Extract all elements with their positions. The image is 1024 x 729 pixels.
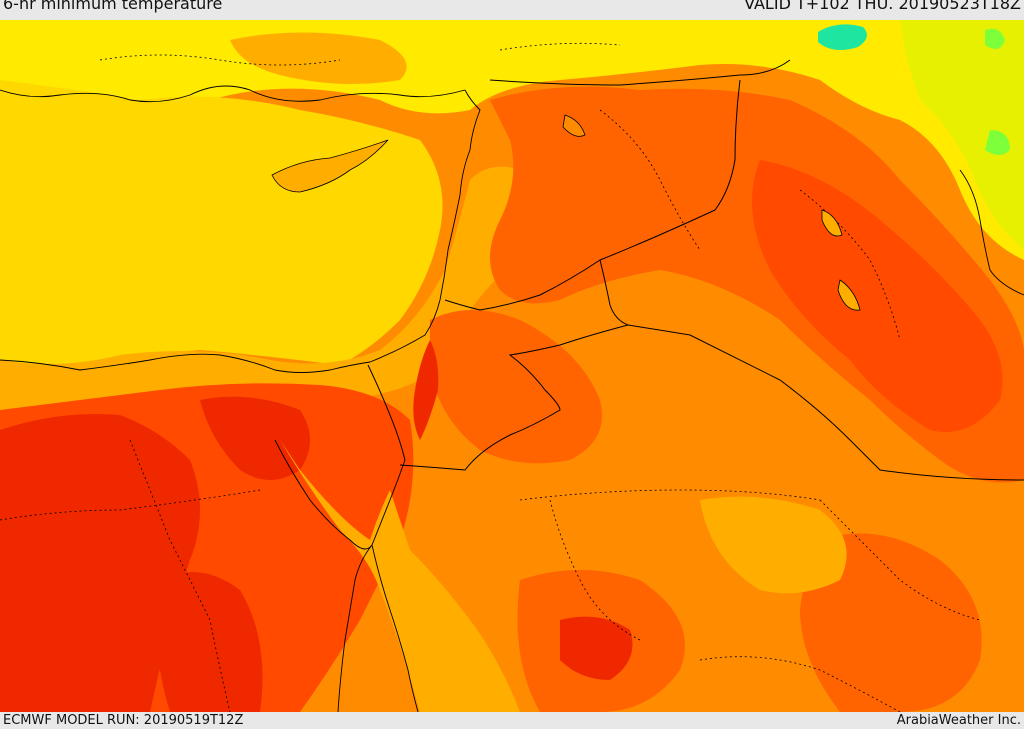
lake-razazah <box>837 279 861 311</box>
field-red-orange-saudi-2 <box>800 533 982 712</box>
valid-time: VALID T+102 THU. 20190523T18Z <box>744 0 1021 13</box>
title-bar: 6-hr minimum temperature VALID T+102 THU… <box>0 0 1024 20</box>
cyprus-outline <box>271 139 389 193</box>
field-green-patch <box>985 130 1010 155</box>
field-red-jordan-valley <box>413 340 439 440</box>
field-amber-redsea <box>280 440 520 712</box>
field-yellow-green-ne <box>900 20 1024 250</box>
field-amber-saudi <box>700 496 847 594</box>
field-amber-coast <box>0 166 547 410</box>
field-orange-dark-jordan <box>430 310 602 464</box>
field-yellow-sea <box>0 80 443 367</box>
province-borders <box>0 42 981 712</box>
field-yellow-north <box>0 20 1024 260</box>
country-borders <box>367 59 1024 481</box>
field-red-egypt-2 <box>200 396 310 480</box>
map-title: 6-hr minimum temperature <box>3 0 223 13</box>
field-amber-north <box>230 32 407 84</box>
field-red-orange-iraq <box>752 160 1003 432</box>
coastlines <box>0 85 1024 712</box>
lake-tharthar <box>821 209 843 237</box>
field-teal-patch <box>818 24 867 51</box>
model-run: ECMWF MODEL RUN: 20190519T12Z <box>3 713 244 728</box>
field-red-egypt-3 <box>156 572 263 712</box>
field-red-saudi <box>560 616 633 680</box>
field-red-egypt <box>0 414 200 712</box>
field-green-patch-2 <box>985 28 1005 49</box>
temperature-map <box>0 20 1024 712</box>
lake-assad <box>562 114 586 137</box>
credit: ArabiaWeather Inc. <box>896 713 1021 728</box>
footer-bar: ECMWF MODEL RUN: 20190519T12Z ArabiaWeat… <box>0 712 1024 729</box>
